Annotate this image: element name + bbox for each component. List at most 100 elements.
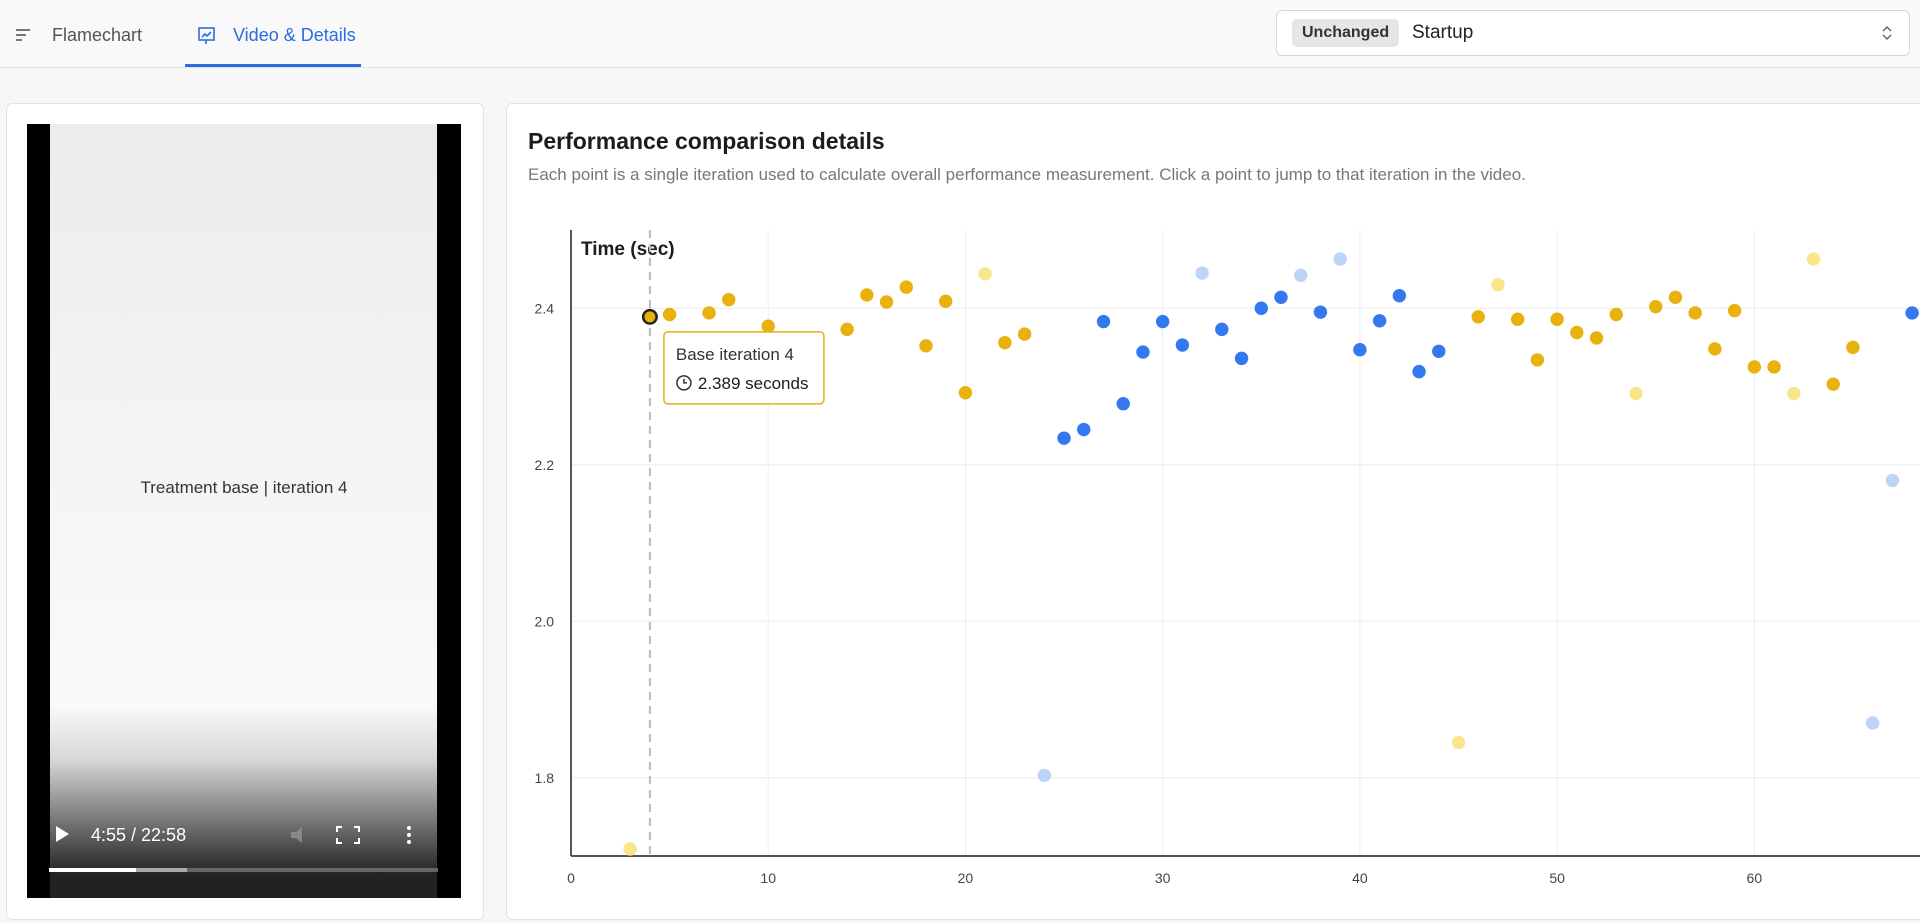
data-point[interactable] xyxy=(1254,301,1268,315)
data-point[interactable] xyxy=(899,280,913,294)
data-point[interactable] xyxy=(1353,343,1367,357)
data-point[interactable] xyxy=(1727,303,1742,318)
panel-title: Performance comparison details xyxy=(528,128,885,154)
data-point[interactable] xyxy=(1846,340,1860,355)
data-point[interactable] xyxy=(1451,735,1466,750)
header: Flamechart Video & Details Unchanged Sta… xyxy=(0,0,1920,68)
tab[interactable]: Flamechart xyxy=(52,25,143,45)
x-tick-label: 40 xyxy=(1352,870,1368,886)
data-point[interactable] xyxy=(1491,278,1505,292)
clock-icon xyxy=(676,375,692,391)
y-tick-label: 1.8 xyxy=(535,770,555,786)
select[interactable]: Unchanged Startup xyxy=(1276,10,1910,56)
y-tick-label: 2.4 xyxy=(535,300,555,316)
data-point[interactable] xyxy=(860,288,874,302)
select-value: Startup xyxy=(1412,22,1474,43)
data-point[interactable] xyxy=(1649,299,1663,314)
data-point[interactable] xyxy=(1333,252,1347,266)
data-point[interactable] xyxy=(1688,306,1702,320)
data-point[interactable] xyxy=(1017,327,1032,341)
data-point[interactable] xyxy=(1274,290,1288,304)
data-point[interactable] xyxy=(1806,252,1821,266)
x-tick-label: 0 xyxy=(567,870,575,886)
data-point[interactable] xyxy=(958,386,973,400)
tab-underline xyxy=(185,64,361,67)
video[interactable]: Treatment base | iteration 4 4:55 / 22:5… xyxy=(27,124,461,898)
data-point[interactable] xyxy=(1668,290,1683,304)
data-point[interactable] xyxy=(1372,314,1387,328)
data-point[interactable] xyxy=(1313,305,1328,319)
data-point[interactable] xyxy=(1905,306,1919,320)
data-point[interactable] xyxy=(1195,266,1209,280)
data-point[interactable] xyxy=(1708,342,1722,356)
x-tick-label: 10 xyxy=(760,870,776,886)
y-tick-label: 2.2 xyxy=(535,457,555,473)
data-point[interactable] xyxy=(998,335,1012,350)
data-point[interactable] xyxy=(1077,422,1091,437)
x-tick-label: 50 xyxy=(1549,870,1565,886)
x-tick-label: 30 xyxy=(1155,870,1171,886)
data-point[interactable] xyxy=(1510,312,1525,326)
data-point[interactable] xyxy=(1629,386,1643,401)
data-point[interactable] xyxy=(1865,716,1880,730)
data-point[interactable] xyxy=(1787,386,1801,401)
data-point[interactable] xyxy=(1530,353,1545,367)
tooltip: Base iteration 4 2.389 seconds xyxy=(663,331,825,405)
data-point[interactable] xyxy=(722,292,736,307)
data-point[interactable] xyxy=(623,842,637,856)
details-panel: Performance comparison details Each poin… xyxy=(506,103,1920,920)
flamechart-icon xyxy=(16,29,30,41)
data-point[interactable] xyxy=(1589,331,1604,345)
data-point[interactable] xyxy=(919,339,933,353)
data-point[interactable] xyxy=(1234,351,1249,366)
data-point[interactable] xyxy=(1885,473,1900,488)
play-button[interactable] xyxy=(54,824,72,844)
data-point[interactable] xyxy=(1037,768,1052,783)
data-point[interactable] xyxy=(1609,307,1623,322)
data-point[interactable] xyxy=(939,294,953,308)
data-point[interactable] xyxy=(1767,360,1781,374)
data-point[interactable] xyxy=(1294,268,1308,283)
data-point[interactable] xyxy=(1826,377,1840,391)
video-time: 4:55 / 22:58 xyxy=(91,825,187,845)
data-point[interactable] xyxy=(1550,312,1564,326)
data-point[interactable] xyxy=(1175,338,1190,352)
data-point[interactable] xyxy=(840,322,854,337)
data-point[interactable] xyxy=(1215,322,1229,337)
progress-track[interactable] xyxy=(49,868,438,872)
panel-subtitle: Each point is a single iteration used to… xyxy=(528,165,1526,184)
y-axis-label: Time (sec) xyxy=(581,239,675,260)
data-point[interactable] xyxy=(761,319,775,333)
data-point[interactable] xyxy=(702,306,716,320)
data-point[interactable] xyxy=(1471,310,1485,324)
video-controls xyxy=(291,826,411,844)
video-caption: Treatment base | iteration 4 xyxy=(140,478,348,497)
data-point[interactable] xyxy=(641,308,658,325)
data-point[interactable] xyxy=(1747,360,1762,374)
data-point[interactable] xyxy=(1096,314,1111,329)
video-frame xyxy=(50,124,437,898)
data-point[interactable] xyxy=(1432,344,1446,358)
data-point[interactable] xyxy=(879,295,894,309)
data-point[interactable] xyxy=(1136,345,1150,359)
y-tick-label: 2.0 xyxy=(535,613,555,629)
data-point[interactable] xyxy=(1057,431,1071,445)
clock-hand xyxy=(683,378,687,384)
video-panel: Treatment base | iteration 4 4:55 / 22:5… xyxy=(6,103,484,920)
x-tick-label: 60 xyxy=(1747,870,1763,886)
data-point[interactable] xyxy=(1570,325,1584,340)
data-point[interactable] xyxy=(1155,314,1170,329)
select-arrows xyxy=(1882,25,1892,41)
x-tick-label: 20 xyxy=(958,870,974,886)
data-point[interactable] xyxy=(662,307,677,322)
data-point[interactable] xyxy=(1116,397,1130,411)
data-point[interactable] xyxy=(978,267,992,281)
data-point[interactable] xyxy=(1392,289,1407,303)
data-point[interactable] xyxy=(1412,364,1426,379)
tooltip-title: Base iteration 4 xyxy=(676,345,794,364)
details-icon xyxy=(198,27,215,44)
tab[interactable]: Video & Details xyxy=(233,25,356,45)
badge: Unchanged xyxy=(1292,19,1400,47)
